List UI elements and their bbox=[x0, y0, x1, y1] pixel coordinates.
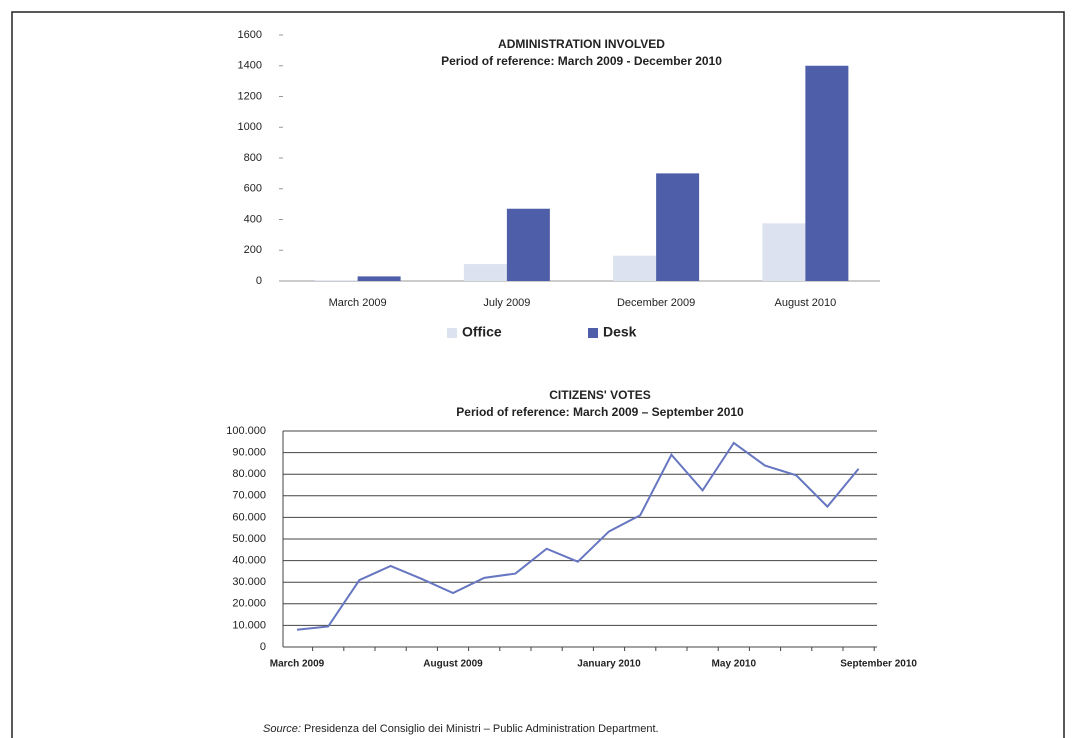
y-tick-label: 800 bbox=[244, 152, 262, 164]
source-text: Presidenza del Consiglio dei Ministri – … bbox=[304, 723, 659, 735]
y-tick-label: 0 bbox=[256, 275, 262, 287]
chart-title: ADMINISTRATION INVOLVED bbox=[498, 37, 665, 51]
x-tick-label: January 2010 bbox=[577, 659, 641, 670]
line bbox=[296, 441, 860, 631]
source: Source: Presidenza del Consiglio dei Min… bbox=[263, 723, 659, 735]
legend-swatch bbox=[447, 328, 457, 338]
y-tick-label: 20.000 bbox=[232, 598, 266, 610]
x-tick-label: September 2010 bbox=[840, 659, 917, 670]
y-tick-label: 400 bbox=[244, 213, 262, 225]
x-tick-label: July 2009 bbox=[483, 297, 530, 309]
bar bbox=[463, 264, 507, 281]
bar bbox=[314, 280, 358, 281]
y-tick-label: 200 bbox=[244, 244, 262, 256]
bar bbox=[805, 65, 849, 281]
y-tick-label: 1400 bbox=[238, 60, 262, 72]
chart-subtitle: Period of reference: March 2009 – Septem… bbox=[456, 405, 744, 419]
y-tick-label: 10.000 bbox=[232, 619, 266, 631]
bar bbox=[506, 208, 550, 281]
frame bbox=[11, 11, 1065, 738]
legend-label: Desk bbox=[603, 324, 637, 340]
x-tick-label: August 2010 bbox=[774, 297, 836, 309]
x-tick-label: May 2010 bbox=[712, 659, 757, 670]
bar bbox=[357, 276, 401, 281]
chart-title: CITIZENS' VOTES bbox=[549, 388, 651, 402]
x-tick-label: March 2009 bbox=[270, 659, 325, 670]
chart-subtitle: Period of reference: March 2009 - Decemb… bbox=[441, 54, 722, 68]
y-tick-label: 100.000 bbox=[226, 425, 266, 437]
y-tick-label: 1600 bbox=[238, 29, 262, 41]
y-tick-label: 50.000 bbox=[232, 533, 266, 545]
source-label: Source: bbox=[263, 723, 301, 735]
y-tick-label: 600 bbox=[244, 183, 262, 195]
y-tick-label: 1200 bbox=[238, 90, 262, 102]
x-tick-label: March 2009 bbox=[329, 297, 387, 309]
legend-label: Office bbox=[462, 324, 502, 340]
y-tick-label: 80.000 bbox=[232, 468, 266, 480]
bar bbox=[656, 173, 700, 281]
bar bbox=[762, 223, 806, 281]
x-tick-label: August 2009 bbox=[423, 659, 483, 670]
y-tick-label: 30.000 bbox=[232, 576, 266, 588]
y-tick-label: 40.000 bbox=[232, 555, 266, 567]
legend-swatch bbox=[588, 328, 598, 338]
y-tick-label: 70.000 bbox=[232, 490, 266, 502]
y-tick-label: 0 bbox=[260, 641, 266, 653]
y-tick-label: 90.000 bbox=[232, 447, 266, 459]
x-tick-label: December 2009 bbox=[617, 297, 695, 309]
bar bbox=[613, 255, 657, 281]
y-tick-label: 1000 bbox=[238, 121, 262, 133]
y-tick-label: 60.000 bbox=[232, 511, 266, 523]
